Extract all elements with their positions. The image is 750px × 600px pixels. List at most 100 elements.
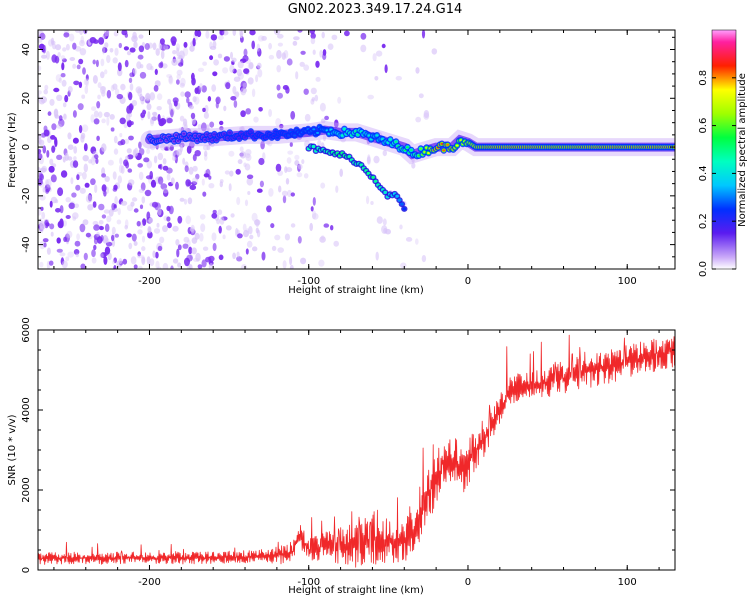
- noise-point: [82, 67, 86, 75]
- noise-point: [212, 209, 217, 214]
- noise-point: [213, 59, 220, 66]
- noise-point: [56, 94, 63, 102]
- noise-point: [266, 205, 272, 213]
- noise-point: [324, 115, 329, 121]
- noise-point: [114, 88, 120, 96]
- noise-point: [67, 144, 74, 150]
- noise-point: [141, 256, 146, 265]
- noise-point: [382, 150, 387, 157]
- noise-point: [421, 255, 427, 263]
- noise-point: [141, 246, 146, 252]
- noise-point: [383, 227, 388, 234]
- noise-point: [67, 251, 74, 258]
- noise-point: [106, 89, 112, 99]
- noise-point: [312, 49, 316, 55]
- noise-point: [90, 178, 96, 186]
- noise-point: [186, 265, 191, 269]
- noise-point: [431, 48, 438, 55]
- noise-point: [133, 41, 138, 49]
- noise-point: [101, 118, 106, 124]
- track-blob-peak: [409, 149, 413, 152]
- noise-point: [256, 229, 261, 238]
- noise-point: [170, 177, 175, 185]
- noise-point: [73, 156, 77, 161]
- noise-point: [246, 174, 254, 180]
- noise-point: [219, 120, 224, 126]
- noise-point: [152, 111, 158, 116]
- noise-point: [153, 155, 158, 164]
- branch-blob-peak: [395, 194, 399, 198]
- noise-point: [310, 206, 314, 212]
- noise-point: [183, 236, 190, 243]
- noise-point: [229, 170, 234, 177]
- noise-point: [116, 219, 122, 225]
- track-blob-peak: [341, 134, 344, 137]
- noise-point: [171, 152, 175, 157]
- y-tick-label: -20: [21, 188, 32, 204]
- noise-point: [319, 102, 326, 112]
- noise-point: [245, 108, 251, 115]
- noise-point: [381, 43, 386, 49]
- noise-point: [200, 223, 206, 233]
- noise-point: [124, 219, 129, 229]
- noise-point: [331, 34, 338, 40]
- noise-point: [211, 84, 217, 92]
- noise-point: [107, 159, 114, 166]
- noise-point: [127, 154, 134, 160]
- noise-point: [159, 163, 163, 170]
- noise-point: [223, 105, 227, 112]
- noise-point: [139, 204, 144, 210]
- noise-point: [150, 116, 155, 125]
- noise-point: [183, 124, 188, 133]
- noise-point: [256, 43, 260, 52]
- noise-point: [168, 205, 174, 215]
- colorbar-tick-label: 0.4: [698, 165, 709, 181]
- noise-point: [82, 171, 87, 180]
- noise-point: [117, 62, 122, 72]
- noise-point: [287, 150, 294, 155]
- noise-point: [93, 118, 100, 125]
- noise-point: [176, 47, 180, 57]
- noise-point: [245, 149, 252, 156]
- spectrogram-x-label: Height of straight line (km): [288, 285, 424, 296]
- noise-point: [152, 250, 156, 258]
- noise-point: [59, 205, 64, 214]
- noise-point: [202, 191, 207, 197]
- noise-point: [146, 148, 151, 155]
- noise-point: [175, 181, 179, 190]
- noise-point: [131, 197, 138, 202]
- noise-point: [179, 197, 185, 202]
- noise-point: [149, 258, 155, 266]
- noise-point: [90, 114, 95, 123]
- noise-point: [399, 224, 403, 230]
- noise-point: [83, 163, 89, 173]
- noise-point: [303, 173, 309, 179]
- noise-point: [374, 76, 379, 81]
- noise-point: [41, 211, 46, 220]
- noise-point: [188, 166, 194, 175]
- noise-point: [156, 222, 160, 228]
- noise-point: [247, 77, 254, 85]
- noise-point: [208, 263, 214, 269]
- noise-point: [240, 110, 246, 118]
- noise-point: [128, 179, 135, 186]
- noise-point: [73, 80, 80, 86]
- noise-point: [55, 74, 62, 82]
- noise-point: [299, 61, 305, 67]
- noise-point: [303, 64, 310, 71]
- noise-point: [85, 74, 89, 81]
- noise-point: [247, 62, 254, 70]
- noise-point: [243, 68, 250, 74]
- noise-point: [319, 236, 326, 243]
- noise-point: [180, 58, 184, 66]
- noise-point: [219, 216, 225, 225]
- noise-point: [277, 92, 283, 99]
- noise-point: [157, 152, 164, 161]
- noise-point: [79, 39, 85, 47]
- noise-point: [315, 60, 320, 68]
- noise-point: [300, 50, 306, 55]
- colorbar-tick-label: 0.6: [698, 118, 709, 134]
- noise-point: [105, 238, 110, 244]
